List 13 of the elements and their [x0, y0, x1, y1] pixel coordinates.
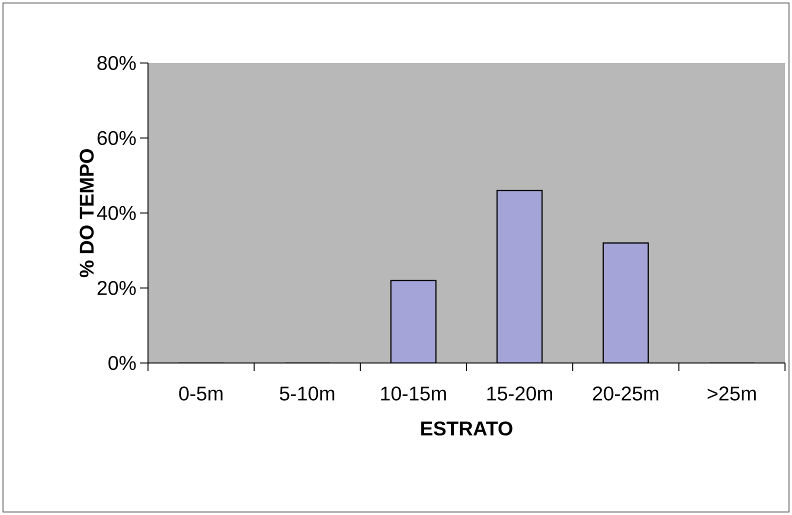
y-tick-label: 40% — [97, 206, 136, 220]
y-axis-title: % DO TEMPO — [80, 149, 94, 278]
x-tick-label: 20-25m — [592, 386, 658, 401]
y-tick-label: 80% — [97, 56, 136, 70]
y-tick-label: 60% — [98, 130, 136, 146]
x-axis-title: ESTRATO — [421, 421, 512, 436]
x-tick-label: 15-20m — [487, 386, 552, 401]
y-tick-label: 0% — [108, 356, 136, 370]
x-tick-label: 0-5m — [179, 386, 222, 401]
x-tick-label: 10-15m — [381, 386, 446, 401]
x-tick-label: 5-10m — [280, 386, 334, 401]
x-tick-label: >25m — [708, 386, 756, 401]
y-tick-label: 20% — [98, 280, 136, 296]
